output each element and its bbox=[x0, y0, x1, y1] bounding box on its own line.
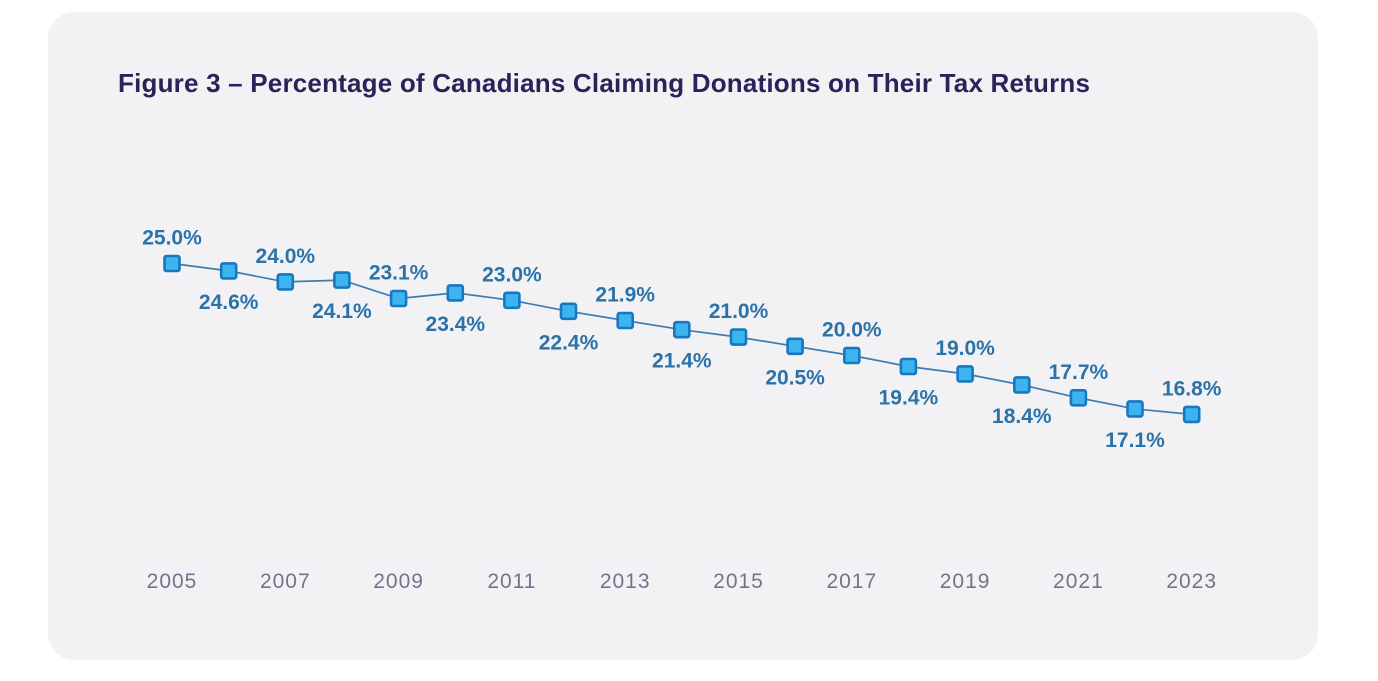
data-point-label: 23.0% bbox=[482, 263, 542, 286]
data-point-label: 23.1% bbox=[369, 262, 429, 285]
data-point-marker bbox=[219, 262, 238, 280]
data-point-marker bbox=[333, 271, 351, 289]
data-point-label: 17.7% bbox=[1049, 361, 1109, 384]
data-point-marker bbox=[842, 346, 861, 365]
data-point-marker bbox=[389, 289, 408, 308]
trend-line bbox=[171, 262, 1192, 416]
data-point-marker bbox=[503, 291, 521, 310]
data-point-label: 21.0% bbox=[709, 300, 769, 323]
x-axis-tick-label: 2021 bbox=[1053, 570, 1104, 593]
data-point-marker bbox=[616, 311, 635, 330]
x-axis-tick-label: 2017 bbox=[826, 570, 877, 593]
donations-trend-chart: 25.0% 24.6% 24.0% 24.1% 23.1% 23.4% 23.0% 22.4%… bbox=[142, 227, 1222, 594]
data-point-marker bbox=[163, 254, 181, 273]
x-axis-tick-label: 2013 bbox=[600, 570, 651, 593]
x-axis-tick-label: 2005 bbox=[147, 570, 198, 593]
data-point-label: 19.0% bbox=[935, 337, 995, 360]
data-point-label: 21.9% bbox=[595, 284, 655, 307]
data-point-label: 24.6% bbox=[199, 291, 259, 314]
data-point-label: 22.4% bbox=[539, 331, 599, 354]
data-point-label: 16.8% bbox=[1162, 377, 1222, 400]
data-point-marker bbox=[1012, 376, 1031, 394]
data-point-marker bbox=[559, 302, 578, 321]
x-axis-tick-label: 2011 bbox=[487, 570, 536, 593]
data-point-marker bbox=[1069, 388, 1088, 407]
x-axis-tick-label: 2015 bbox=[713, 570, 764, 593]
data-point-marker bbox=[899, 357, 918, 376]
data-point-label: 23.4% bbox=[426, 313, 486, 336]
data-point-label: 25.0% bbox=[142, 227, 202, 250]
data-point-label: 21.4% bbox=[652, 350, 712, 373]
data-point-label: 20.0% bbox=[822, 319, 882, 342]
data-point-label: 17.1% bbox=[1105, 429, 1165, 452]
data-point-marker bbox=[276, 273, 295, 291]
data-point-marker bbox=[1182, 405, 1201, 424]
data-point-marker bbox=[956, 365, 974, 383]
data-point-marker bbox=[729, 328, 748, 346]
x-axis-tick-label: 2007 bbox=[260, 570, 311, 593]
data-point-marker bbox=[446, 284, 465, 302]
data-point-label: 24.0% bbox=[256, 245, 316, 268]
figure-title: Figure 3 – Percentage of Canadians Claim… bbox=[118, 68, 1091, 98]
data-point-label: 19.4% bbox=[879, 387, 939, 410]
data-point-marker bbox=[1126, 400, 1144, 418]
figure-card: Figure 3 – Percentage of Canadians Claim… bbox=[48, 12, 1318, 660]
data-point-marker bbox=[786, 337, 804, 356]
x-axis-tick-label: 2009 bbox=[373, 570, 424, 593]
data-point-label: 20.5% bbox=[765, 366, 825, 389]
x-axis-tick-label: 2023 bbox=[1166, 570, 1217, 593]
data-point-label: 24.1% bbox=[312, 300, 372, 323]
data-point-label: 18.4% bbox=[992, 405, 1052, 428]
data-point-marker bbox=[672, 320, 691, 339]
x-axis-tick-label: 2019 bbox=[940, 570, 991, 593]
